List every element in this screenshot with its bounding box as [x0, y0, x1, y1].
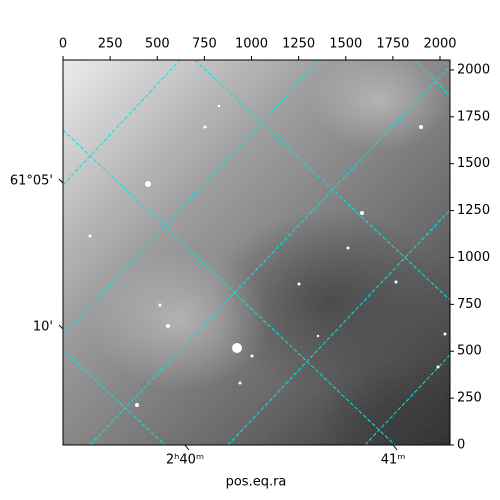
grid-line [63, 349, 166, 445]
x-tick-label: 1500 [329, 37, 362, 52]
grid-line [63, 60, 181, 186]
y-tick-label: 1750 [457, 109, 490, 124]
y-tick-label: 750 [457, 297, 482, 312]
y-tick-label: 1000 [457, 250, 490, 265]
dec-tick [58, 178, 64, 184]
x-tick-label: 250 [98, 37, 123, 52]
y-tick-label: 1250 [457, 203, 490, 218]
y-tick-label: 2000 [457, 62, 490, 77]
ra-tick-label: 41ᵐ [381, 453, 406, 468]
y-tick-label: 500 [457, 344, 482, 359]
x-axis-label: pos.eq.ra [226, 475, 287, 490]
x-tick-label: 750 [192, 37, 217, 52]
grid-line [63, 60, 321, 336]
ra-tick [392, 444, 398, 451]
x-tick-label: 2000 [423, 37, 456, 52]
ra-tick-label: 2ʰ40ᵐ [166, 453, 204, 468]
grid-line [414, 60, 450, 97]
x-tick-label: 500 [145, 37, 170, 52]
grid-line [63, 129, 396, 445]
x-tick-label: 1250 [282, 37, 315, 52]
grid-line [194, 60, 450, 301]
y-tick-label: 0 [457, 438, 465, 453]
dec-tick [58, 324, 64, 330]
y-tick-label: 250 [457, 391, 482, 406]
sky-image [63, 60, 450, 445]
x-tick-label: 1000 [235, 37, 268, 52]
plot-frame [62, 59, 451, 446]
dec-tick-label: 10' [33, 319, 53, 334]
coordinate-grid [63, 60, 450, 445]
x-tick-label: 1750 [376, 37, 409, 52]
grid-line [89, 65, 450, 445]
y-tick-label: 1500 [457, 156, 490, 171]
ra-tick [184, 444, 190, 451]
x-tick-label: 0 [59, 37, 67, 52]
dec-tick-label: 61°05' [10, 174, 53, 189]
